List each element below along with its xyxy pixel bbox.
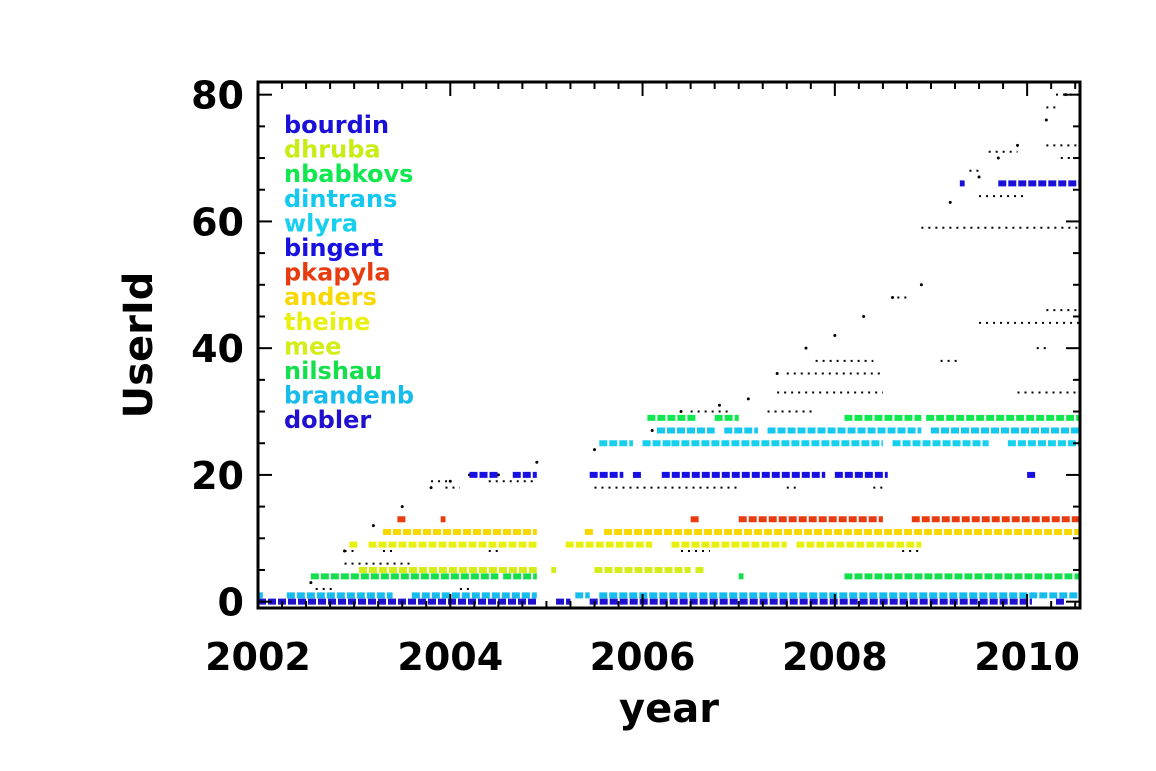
first-commit-point (919, 283, 923, 287)
legend-entry-nbabkovs: nbabkovs (284, 160, 413, 188)
first-commit-point (833, 333, 837, 337)
first-commit-point (1044, 118, 1048, 122)
legend-entry-anders: anders (284, 283, 377, 311)
x-tick-label: 2004 (397, 635, 503, 679)
first-commit-point (309, 581, 313, 585)
first-commit-point (717, 403, 721, 407)
first-commit-point (1016, 143, 1020, 147)
y-tick-labels: 0 20 40 60 80 (191, 74, 244, 625)
first-commit-point (679, 410, 683, 414)
legend-entry-pkapyla: pkapyla (284, 259, 391, 287)
first-commit-point (977, 175, 981, 179)
legend-entry-mee: mee (284, 332, 342, 360)
x-tick-label: 2006 (590, 635, 696, 679)
y-tick-label: 20 (191, 454, 244, 498)
legend-entry-nilshau: nilshau (284, 357, 382, 385)
x-tick-labels: 2002 2004 2006 2008 2010 (205, 635, 1080, 679)
first-commit-point (862, 314, 866, 318)
legend-entry-wlyra: wlyra (284, 209, 358, 237)
first-commit-point (746, 397, 750, 401)
x-tick-label: 2008 (782, 635, 888, 679)
plot-frame (256, 80, 1082, 610)
y-tick-label: 80 (191, 74, 244, 118)
legend-entry-theine: theine (284, 308, 370, 336)
x-axis-label: year (619, 686, 719, 732)
first-commit-point (496, 473, 500, 477)
legend-entry-bingert: bingert (284, 234, 383, 262)
first-commit-point (429, 486, 433, 490)
legend-entry-dhruba: dhruba (284, 136, 381, 164)
first-commit-point (650, 429, 654, 433)
first-commit-point (448, 479, 452, 483)
legend-entry-brandenb: brandenb (284, 382, 414, 410)
y-tick-label: 40 (191, 327, 244, 371)
first-commit-point (343, 549, 347, 553)
other-user-marks (309, 93, 1080, 590)
y-axis-label: UserId (116, 272, 162, 419)
first-commit-point (996, 156, 1000, 160)
x-tick-label: 2010 (974, 635, 1080, 679)
y-tick-label: 60 (191, 200, 244, 244)
first-commit-point (948, 200, 952, 204)
legend-entry-dobler: dobler (284, 406, 371, 434)
first-commit-point (891, 295, 895, 299)
legend: bourdindhrubanbabkovsdintranswlyrabinger… (284, 111, 414, 434)
y-tick-label: 0 (218, 581, 244, 625)
legend-entry-dintrans: dintrans (284, 185, 397, 213)
legend-entry-bourdin: bourdin (284, 111, 389, 139)
first-commit-point (535, 460, 539, 464)
first-commit-point (592, 448, 596, 452)
x-tick-label: 2002 (205, 635, 311, 679)
first-commit-point (400, 505, 404, 509)
axis-ticks (257, 82, 1080, 608)
first-commit-point (371, 524, 375, 528)
first-commit-point (804, 346, 808, 350)
first-commit-point (775, 372, 779, 376)
